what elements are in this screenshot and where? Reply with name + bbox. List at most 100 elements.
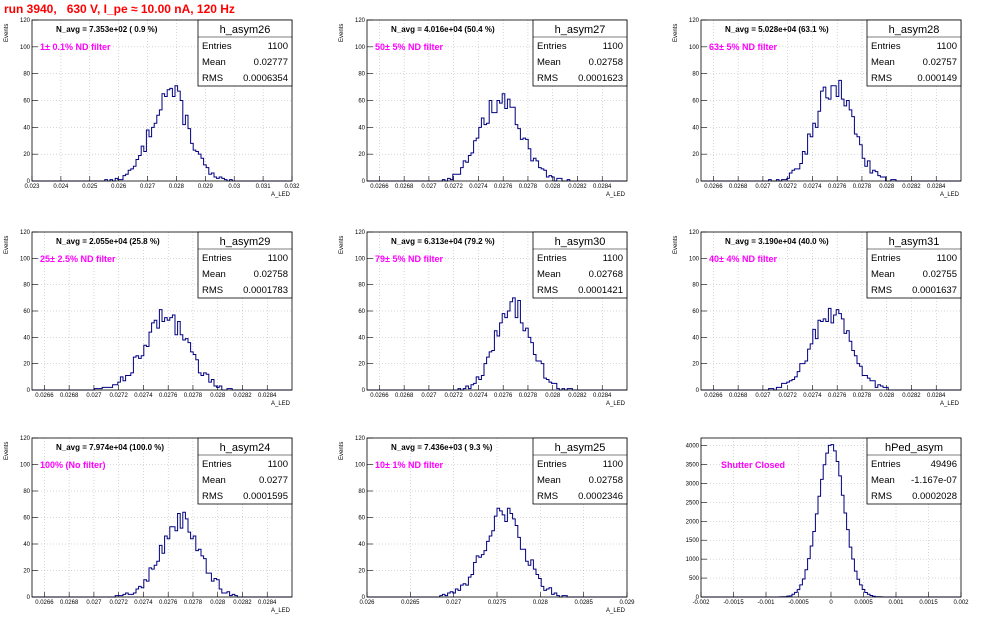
filter-label: 50± 5% ND filter	[375, 42, 443, 52]
histogram-series	[701, 79, 961, 182]
plot-frame	[700, 437, 962, 598]
stats-mean-label: Mean	[871, 269, 895, 280]
stats-box-frame	[866, 19, 962, 87]
y-tick-label: 60	[358, 516, 365, 522]
stats-mean-value: 0.02768	[589, 269, 623, 280]
x-axis-label: A_LED	[271, 401, 291, 407]
stats-box-frame	[866, 437, 962, 505]
stats-box: h_asym26 Entries 1100 Mean 0.02777 RMS 0.00063…	[197, 19, 293, 87]
y-tick-label: 0	[696, 388, 700, 394]
y-tick-label: 120	[20, 436, 31, 442]
histogram-panel-hPed_asym: -0.002 -0.0015 -0.001 -0.0005 0 0.0005 0.001 0.…	[686, 437, 969, 606]
stats-entries-value: 1100	[603, 41, 623, 52]
histogram-panel-h_asym25: 0.026 0.0265 0.027 0.0275 0.028 0.0285 0.029 0 2…	[339, 436, 635, 614]
x-tick-label: 0.03	[228, 184, 240, 190]
histogram-series	[367, 297, 627, 391]
stats-box: h_asym30 Entries 1100 Mean 0.02768 RMS 0.00014…	[532, 231, 628, 299]
stats-entries-value: 49496	[931, 459, 957, 470]
y-tick-label: 20	[358, 152, 365, 158]
stats-entries-value: 1100	[268, 253, 288, 264]
y-tick-label: 60	[358, 309, 365, 315]
stats-mean-value: 0.0277	[259, 475, 288, 486]
y-tick-label: 20	[358, 569, 365, 575]
y-tick-label: 40	[358, 125, 365, 131]
stats-rms-label: RMS	[871, 491, 892, 502]
x-tick-label: 0.0268	[729, 184, 748, 190]
x-tick-label: 0.028	[545, 393, 561, 399]
y-tick-label: 100	[355, 463, 366, 469]
y-tick-label: 60	[23, 309, 30, 315]
y-tick-label: 100	[20, 256, 31, 262]
y-tick-label: 80	[358, 72, 365, 78]
y-tick-label: 80	[692, 283, 699, 289]
stats-box-frame	[532, 231, 628, 299]
x-tick-label: 0.029	[619, 600, 635, 606]
x-tick-label: 0.0276	[828, 184, 847, 190]
x-tick-label: 0.0266	[35, 393, 54, 399]
stats-mean-label: Mean	[202, 475, 226, 486]
y-tick-label: 40	[23, 335, 30, 341]
stats-entries-label: Entries	[202, 41, 232, 52]
histogram-series	[701, 307, 961, 391]
y-tick-label: 80	[358, 283, 365, 289]
y-tick-label: 2000	[686, 519, 700, 525]
stats-title: h_asym27	[555, 24, 606, 36]
y-tick-label: 40	[358, 335, 365, 341]
stats-entries-label: Entries	[537, 253, 567, 264]
x-tick-label: 0.0278	[853, 184, 872, 190]
y-tick-label: 80	[692, 72, 699, 78]
x-tick-label: 0.025	[82, 184, 98, 190]
y-tick-label: 100	[689, 45, 700, 51]
stats-entries-label: Entries	[537, 459, 567, 470]
y-tick-label: 60	[692, 99, 699, 105]
x-tick-label: 0.0278	[184, 393, 203, 399]
x-tick-label: 0.0268	[729, 393, 748, 399]
y-tick-label: 120	[689, 18, 700, 24]
navg-label: N_avg = 2.055e+04 (25.8 %)	[56, 237, 160, 246]
y-tick-label: 20	[358, 362, 365, 368]
x-tick-label: 0.0284	[258, 393, 277, 399]
y-tick-label: 0	[27, 179, 31, 185]
stats-mean-value: -1.167e-07	[911, 475, 957, 486]
x-tick-label: 0.0268	[395, 393, 414, 399]
x-tick-label: 0.0276	[159, 393, 178, 399]
y-axis-label: Events	[673, 236, 679, 254]
filter-label: 10± 1% ND filter	[375, 460, 443, 470]
stats-mean-label: Mean	[537, 269, 561, 280]
stats-mean-value: 0.02757	[923, 57, 957, 68]
stats-rms-label: RMS	[202, 285, 223, 296]
x-tick-label: 0.027	[755, 184, 771, 190]
stats-box: hPed_asym Entries 49496 Mean -1.167e-07 RMS 0.…	[866, 437, 962, 505]
y-tick-label: 40	[692, 335, 699, 341]
y-tick-label: 1000	[686, 557, 700, 563]
x-tick-label: 0.027	[86, 600, 102, 606]
x-tick-label: 0.0266	[370, 393, 389, 399]
y-tick-label: 20	[692, 152, 699, 158]
plot-frame	[700, 231, 962, 391]
stats-rms-value: 0.0001637	[912, 285, 957, 296]
filter-label: 1± 0.1% ND filter	[40, 42, 111, 52]
histogram-panel-h_asym26: 0.023 0.024 0.025 0.026 0.027 0.028 0.029 0.03 0…	[4, 18, 300, 198]
x-tick-label: 0.0272	[778, 393, 797, 399]
x-tick-label: 0.0274	[803, 393, 822, 399]
stats-box-frame	[197, 437, 293, 505]
stats-box-frame	[866, 231, 962, 299]
filter-label: 100% (No filter)	[40, 460, 106, 470]
x-tick-label: 0.027	[86, 393, 102, 399]
stats-rms-label: RMS	[202, 73, 223, 84]
stats-mean-value: 0.02755	[923, 269, 957, 280]
x-tick-label: 0.028	[210, 600, 226, 606]
y-tick-label: 3000	[686, 481, 700, 487]
x-tick-label: 0.028	[210, 393, 226, 399]
x-tick-label: 0.027	[421, 184, 437, 190]
y-axis-label: Events	[673, 24, 679, 42]
y-axis-label: Events	[4, 236, 10, 254]
x-tick-label: 0.032	[284, 184, 300, 190]
x-tick-label: 0.0284	[927, 184, 946, 190]
y-tick-label: 100	[20, 463, 31, 469]
y-tick-label: 120	[20, 18, 31, 24]
stats-title: h_asym25	[555, 442, 606, 454]
y-tick-label: 100	[689, 256, 700, 262]
filter-label: 63± 5% ND filter	[709, 42, 777, 52]
stats-box: h_asym31 Entries 1100 Mean 0.02755 RMS 0.00016…	[866, 231, 962, 299]
